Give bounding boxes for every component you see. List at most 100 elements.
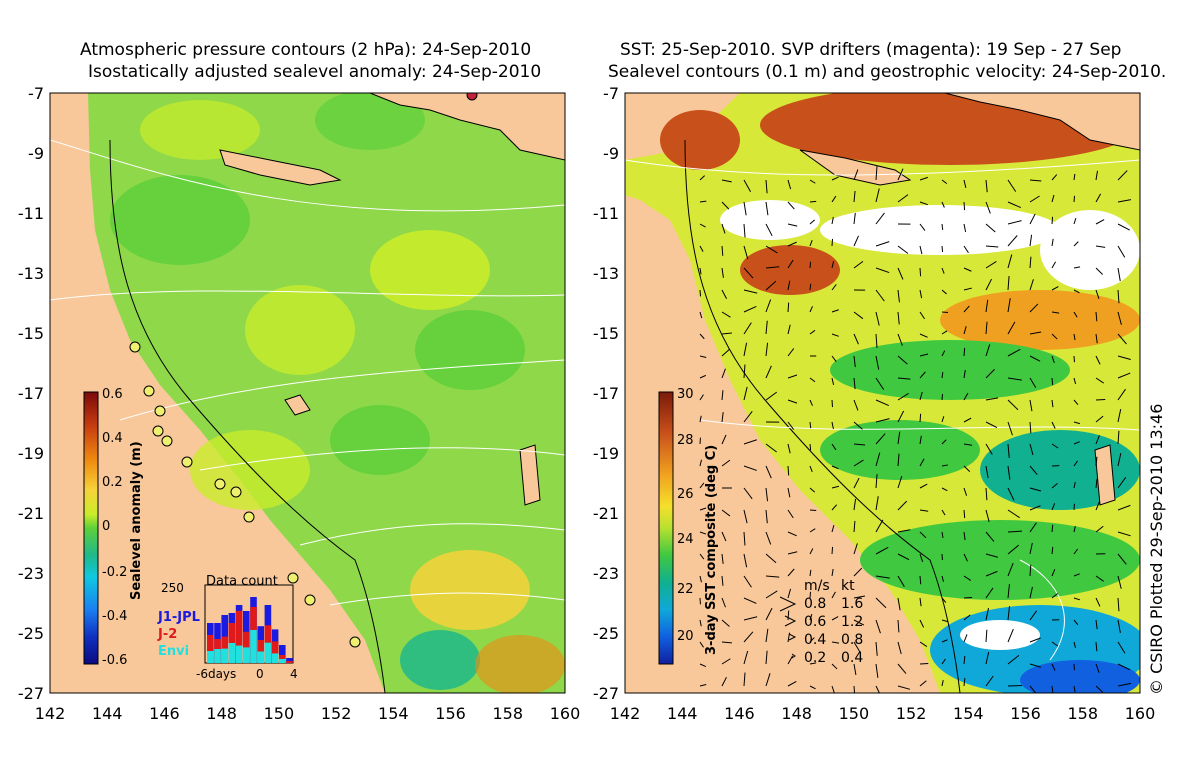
velocity-arrow: [765, 443, 777, 453]
velocity-arrow: [1007, 544, 1020, 555]
velocity-arrow: [1117, 477, 1127, 489]
velocity-arrow: [985, 201, 991, 214]
velocity-arrow: [963, 179, 967, 188]
right-x-tick-label: 146: [724, 704, 755, 723]
velocity-arrow: [1095, 267, 1104, 275]
velocity-arrow: [941, 267, 945, 274]
velocity-arrow: [1029, 465, 1038, 475]
velocity-arrow: [919, 333, 928, 338]
velocity-arrow: [699, 267, 702, 275]
inset-ymax: 250: [161, 581, 184, 595]
velocity-arrow: [985, 278, 993, 291]
velocity-arrow: [721, 245, 724, 256]
velocity-arrow: [1051, 546, 1054, 555]
velocity-arrow: [1095, 311, 1098, 322]
velocity-arrow: [1117, 504, 1131, 511]
velocity-arrow: [1117, 170, 1128, 181]
velocity-arrow: [875, 311, 880, 326]
left-x-tick-label: 156: [435, 704, 466, 723]
velocity-arrow: [853, 333, 859, 345]
velocity-arrow: [985, 344, 991, 357]
velocity-arrow: [1117, 430, 1120, 445]
velocity-arrow: [941, 393, 944, 401]
velocity-arrow: [1029, 663, 1041, 668]
velocity-arrow: [919, 619, 925, 628]
velocity-arrow: [787, 179, 792, 190]
velocity-arrow: [831, 568, 834, 577]
data-count-inset: 250 Data count -6days 0 4 J1-JPL J-2 Env…: [157, 574, 298, 681]
velocity-arrow: [1073, 377, 1077, 385]
inset-bar: [243, 647, 250, 663]
velocity-arrow: [853, 663, 857, 676]
velocity-arrow: [787, 421, 795, 430]
velocity-arrow: [1007, 179, 1017, 192]
velocity-arrow: [1051, 483, 1058, 489]
velocity-arrow: [853, 235, 859, 247]
velocity-arrow: [1095, 355, 1101, 365]
velocity-arrow: [875, 355, 880, 370]
right-y-tick-label: -27: [593, 684, 619, 703]
velocity-arrow: [1095, 619, 1098, 630]
velocity-arrow: [765, 607, 773, 621]
velocity-arrow: [1029, 355, 1041, 362]
velocity-arrow: [699, 245, 704, 252]
left-y-tick-label: -17: [18, 384, 44, 403]
velocity-arrow: [1095, 398, 1106, 401]
velocity-arrow: [721, 311, 731, 318]
inset-bar: [221, 648, 228, 663]
velocity-arrow: [941, 223, 944, 231]
velocity-arrow: [963, 326, 967, 335]
anomaly-blob: [140, 100, 260, 160]
velocity-arrow: [765, 342, 769, 357]
speed-legend-header-kt: kt: [841, 578, 855, 594]
velocity-arrow: [787, 681, 797, 687]
sealevel-contour: [625, 159, 1140, 176]
velocity-arrow: [699, 619, 702, 627]
inset-bar: [279, 659, 286, 663]
right-title-line2: Sealevel contours (0.1 m) and geostrophi…: [608, 62, 1167, 82]
velocity-arrow: [919, 509, 929, 512]
inset-bar: [257, 651, 264, 663]
velocity-arrow: [1051, 174, 1058, 181]
velocity-arrow: [853, 520, 856, 533]
velocity-arrow: [743, 201, 747, 216]
velocity-arrow: [1117, 531, 1131, 537]
velocity-arrow: [1007, 235, 1018, 247]
inset-legend-j2: J-2: [157, 627, 177, 642]
velocity-arrow: [1073, 460, 1078, 467]
velocity-arrow: [831, 504, 838, 511]
velocity-arrow: [1007, 584, 1010, 599]
velocity-arrow: [1073, 333, 1076, 341]
island: [369, 93, 565, 161]
velocity-arrow: [875, 433, 886, 445]
velocity-arrow: [809, 179, 816, 184]
inset-bar: [271, 653, 279, 663]
velocity-arrow: [809, 509, 817, 512]
right-title-line1: SST: 25-Sep-2010. SVP drifters (magenta)…: [620, 40, 1122, 60]
velocity-arrow: [941, 416, 945, 423]
right-cb-tick: 30: [677, 387, 694, 402]
velocity-arrow: [1095, 478, 1098, 489]
velocity-arrow: [699, 683, 707, 687]
velocity-arrow: [941, 639, 948, 643]
velocity-arrow: [919, 371, 926, 379]
velocity-arrow: [919, 531, 927, 539]
velocity-arrow: [919, 413, 922, 423]
velocity-arrow: [985, 587, 994, 599]
velocity-arrow: [1073, 597, 1081, 601]
velocity-arrow: [787, 531, 797, 537]
left-y-tick-label: -9: [28, 144, 44, 163]
velocity-arrow: [1029, 179, 1042, 182]
velocity-arrow: [1029, 610, 1038, 621]
anomaly-blob: [190, 430, 310, 510]
velocity-arrow: [985, 245, 999, 248]
velocity-arrow: [1007, 321, 1016, 335]
velocity-arrow: [1051, 593, 1058, 599]
velocity-arrow: [875, 546, 889, 555]
cloud-mask: [820, 205, 1060, 255]
anomaly-blob: [475, 635, 565, 693]
velocity-arrow: [941, 575, 945, 582]
inset-bar: [214, 649, 221, 663]
velocity-arrow: [941, 658, 946, 665]
velocity-arrow: [1051, 569, 1056, 577]
